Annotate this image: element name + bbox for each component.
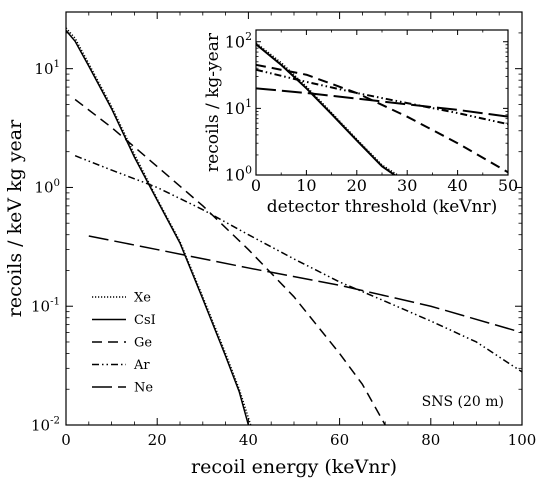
y-tick-label: 101 [225, 97, 252, 118]
series-group [256, 42, 508, 175]
x-axis-label: detector threshold (keVnr) [267, 197, 498, 217]
series-line-ge [256, 63, 508, 174]
legend-label-ne: Ne [134, 381, 153, 396]
y-tick-label: 100 [225, 163, 252, 184]
y-tick-label: 100 [34, 178, 60, 197]
x-tick-label: 40 [447, 176, 467, 195]
y-tick-label: 10-1 [31, 297, 60, 316]
x-tick-label: 30 [397, 176, 417, 195]
x-tick-label: 40 [239, 431, 258, 449]
series-line-csi [66, 29, 250, 425]
y-tick-label: 10-2 [31, 416, 60, 435]
legend-label-csi: CsI [134, 313, 156, 328]
x-tick-label: 10 [296, 176, 316, 195]
legend-label-xe: Xe [134, 291, 151, 306]
plot-area [256, 30, 508, 175]
x-tick-label: 100 [508, 431, 537, 449]
inset-chart: 0 10 20 30 40 50 100 101 102 detector threshold (… [203, 29, 518, 217]
x-tick-label: 50 [498, 176, 518, 195]
series-line-ar [74, 155, 522, 373]
x-tick-label: 0 [251, 176, 261, 195]
x-tick-label: 60 [330, 431, 349, 449]
legend-label-ar: Ar [133, 358, 150, 373]
series-line-csi [256, 43, 396, 175]
series-line-ne [256, 87, 508, 118]
y-axis-label: recoils / kg-year [203, 32, 223, 172]
annotation-sns: SNS (20 m) [422, 394, 504, 410]
x-tick-label: 20 [148, 431, 167, 449]
x-tick-label: 0 [61, 431, 71, 449]
x-axis-label: recoil energy (keVnr) [191, 456, 397, 478]
legend: Xe CsI Ge Ar Ne [92, 291, 156, 396]
y-tick-label: 102 [225, 30, 252, 51]
y-tick-label: 101 [34, 59, 60, 78]
series-line-ge [74, 98, 386, 425]
x-tick-label: 20 [347, 176, 367, 195]
x-tick-label: 80 [421, 431, 440, 449]
series-line-ne [88, 235, 522, 334]
series-line-xe [66, 27, 252, 425]
series-line-ar [256, 68, 508, 126]
y-axis-label: recoils / keV kg year [4, 119, 26, 317]
legend-label-ge: Ge [134, 336, 152, 351]
series-group [66, 27, 522, 425]
